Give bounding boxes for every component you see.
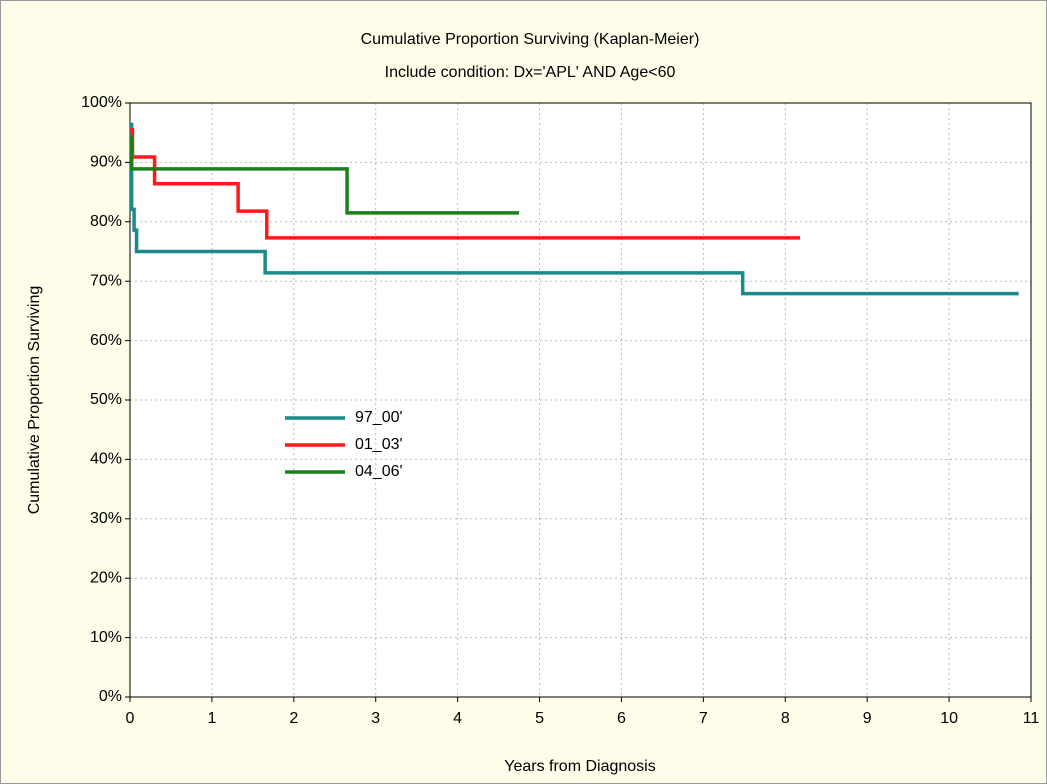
chart-title: Cumulative Proportion Surviving (Kaplan-…	[361, 31, 700, 48]
legend-label: 97_00'	[355, 409, 403, 426]
legend-label: 04_06'	[355, 463, 403, 480]
y-tick-label: 70%	[90, 272, 122, 289]
y-axis-label: Cumulative Proportion Surviving	[26, 286, 43, 515]
x-tick-label: 10	[940, 710, 958, 727]
legend-label: 01_03'	[355, 436, 403, 453]
survival-line	[129, 122, 1019, 296]
x-tick-label: 4	[453, 710, 462, 727]
survival-line	[129, 136, 520, 215]
x-tick-label: 7	[699, 710, 708, 727]
x-tick-label: 3	[371, 710, 380, 727]
x-tick-label: 6	[617, 710, 626, 727]
y-tick-label: 60%	[90, 332, 122, 349]
y-tick-label: 20%	[90, 569, 122, 586]
y-tick-label: 10%	[90, 629, 122, 646]
x-tick-label: 8	[781, 710, 790, 727]
x-tick-label: 2	[289, 710, 298, 727]
y-tick-label: 80%	[90, 213, 122, 230]
x-tick-label: 1	[207, 710, 216, 727]
x-tick-label: 9	[863, 710, 872, 727]
y-tick-label: 50%	[90, 391, 122, 408]
x-tick-label: 0	[126, 710, 135, 727]
y-tick-label: 40%	[90, 451, 122, 468]
y-tick-label: 0%	[99, 688, 122, 705]
x-tick-label: 5	[535, 710, 544, 727]
y-tick-label: 100%	[81, 94, 122, 111]
x-axis-label: Years from Diagnosis	[504, 758, 655, 775]
x-tick-label: 11	[1023, 710, 1040, 727]
plot-border	[129, 102, 1032, 698]
y-tick-label: 30%	[90, 510, 122, 527]
y-tick-label: 90%	[90, 154, 122, 171]
chart-subtitle: Include condition: Dx='APL' AND Age<60	[385, 64, 676, 81]
